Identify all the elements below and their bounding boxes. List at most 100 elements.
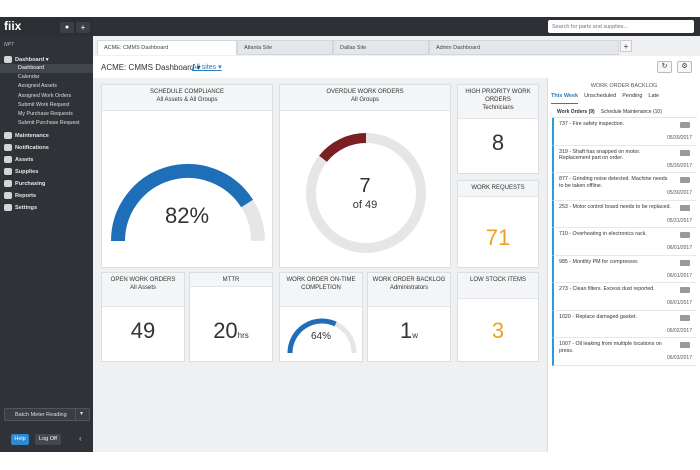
sidebar-item-purchasing[interactable]: Purchasing [0, 176, 93, 188]
card-value: 64% [310, 331, 331, 342]
ring-fill [319, 133, 367, 163]
dashboard-title[interactable]: ACME: CMMS Dashboard ▾ [101, 63, 201, 72]
tag-icon [680, 149, 690, 156]
add-tab-button[interactable]: + [620, 40, 632, 52]
sidebar-item-supplies[interactable]: Supplies [0, 164, 93, 176]
sites-selector[interactable]: All sites ▾ [192, 64, 222, 71]
card-value: 49 [130, 318, 156, 343]
sidebar-item-label: Settings [15, 204, 38, 211]
footer-area [93, 452, 700, 470]
log-off-button[interactable]: Log Off [35, 434, 61, 445]
tab-bar: ACME: CMMS Dashboard Atlanta Site Dallas… [93, 36, 700, 56]
sidebar-item-notifications[interactable]: Notifications [0, 140, 93, 152]
tab-admin-dashboard[interactable]: Admin Dashboard [429, 40, 619, 55]
low-stock-card[interactable]: LOW STOCK ITEMS 3 [457, 272, 539, 362]
work-order-list: 737 - Fire safety inspection. 05/30/2017 3… [548, 118, 700, 366]
sidebar-sub-assigned-work-orders[interactable]: Assigned Work Orders [18, 92, 72, 99]
card-value: 8 [491, 130, 505, 155]
reports-icon [4, 192, 12, 200]
plus-icon[interactable]: + [76, 22, 90, 33]
card-value: 82% [164, 203, 210, 228]
list-item[interactable]: 1020 - Replace damaged gasket. 06/02/2017 [552, 310, 696, 338]
tag-icon [680, 342, 690, 348]
sidebar-sub-submit-work-request[interactable]: Submit Work Request [18, 101, 70, 108]
search-input[interactable] [548, 20, 694, 33]
tab-unscheduled[interactable]: Unscheduled [584, 93, 617, 99]
sidebar-item-dashboard[interactable]: Dashboard ▾ [0, 52, 93, 64]
list-item[interactable]: 710 - Overheating in electronics rack. 06… [552, 228, 696, 256]
work-order-text: 1020 - Replace damaged gasket. [559, 313, 638, 320]
work-order-date: 06/01/2017 [666, 300, 692, 306]
list-item[interactable]: 985 - Monthly PM for compressor. 06/01/20… [552, 255, 696, 283]
work-order-text: 985 - Monthly PM for compressor. [559, 258, 639, 265]
dashboard-icon [4, 56, 12, 63]
work-order-text: 319 - Shaft has snapped on motor. Replac… [559, 148, 641, 162]
mttr-card[interactable]: MTTR 20hrs [189, 272, 273, 362]
sidebar: NPT Dashboard ▾ Dashboard Calendar Assig… [0, 36, 93, 452]
sidebar-sub-submit-purchase-request[interactable]: Submit Purchase Request [18, 120, 80, 127]
user-icon[interactable]: ● [60, 22, 74, 33]
dashboard-header: ACME: CMMS Dashboard ▾ All sites ▾ ↻ ⚙ [93, 56, 700, 78]
sidebar-item-reports[interactable]: Reports [0, 188, 93, 200]
work-order-text: 1007 - Oil leaking from multiple locatio… [559, 341, 662, 354]
tab-this-week[interactable]: This Week [551, 92, 579, 104]
card-unit: w [412, 331, 419, 340]
card-unit: hrs [237, 331, 249, 340]
card-title: OVERDUE WORK ORDERS [326, 89, 404, 95]
help-button[interactable]: Help [11, 434, 29, 445]
refresh-button[interactable]: ↻ [657, 61, 672, 73]
sidebar-sub-my-purchase-requests[interactable]: My Purchase Requests [18, 110, 73, 117]
schedule-gauge [111, 163, 265, 242]
work-order-text: 273 - Clean filters. Excess dust reporte… [559, 286, 655, 292]
main-area: ACME: CMMS Dashboard ▾ All sites ▾ ↻ ⚙ S… [93, 56, 700, 452]
tab-acme-dashboard[interactable]: ACME: CMMS Dashboard [97, 40, 237, 55]
card-subtitle: All Assets [129, 285, 156, 291]
card-value: 1w [399, 318, 419, 343]
work-order-text: 737 - Fire safety inspection. [559, 121, 625, 127]
card-total: of 49 [352, 199, 378, 211]
list-item[interactable]: 273 - Clean filters. Excess dust reporte… [552, 283, 696, 311]
tag-icon [680, 314, 690, 321]
sidebar-sub-dashboard[interactable]: Dashboard [0, 64, 93, 74]
work-order-date: 05/30/2017 [666, 162, 692, 169]
card-title: HIGH PRIORITY WORK ORDERS [465, 89, 531, 103]
schedule-compliance-card[interactable]: SCHEDULE COMPLIANCE All Assets & All Grou… [101, 84, 273, 268]
tab-atlanta-site[interactable]: Atlanta Site [237, 40, 333, 55]
overdue-work-orders-card[interactable]: OVERDUE WORK ORDERS All Groups 7 of 49 [279, 84, 451, 268]
work-order-text: 710 - Overheating in electronics rack. [559, 231, 647, 237]
sidebar-item-maintenance[interactable]: Maintenance [0, 128, 93, 140]
card-title: WORK REQUESTS [471, 185, 525, 191]
sidebar-item-label: Maintenance [15, 132, 49, 139]
settings-button[interactable]: ⚙ [677, 61, 692, 73]
open-work-orders-card[interactable]: OPEN WORK ORDERS All Assets 49 [101, 272, 185, 362]
assets-icon [4, 156, 12, 164]
tag-icon [680, 204, 690, 211]
work-requests-card[interactable]: WORK REQUESTS 71 [457, 180, 539, 268]
collapse-sidebar-icon[interactable]: ‹ [79, 434, 82, 443]
batch-meter-reading-button[interactable]: Batch Meter Reading [4, 408, 90, 421]
tab-pending[interactable]: Pending [622, 93, 643, 99]
card-subtitle: All Assets & All Groups [156, 97, 218, 103]
chevron-down-icon[interactable]: ▾ [75, 409, 87, 420]
sidebar-item-settings[interactable]: Settings [0, 200, 93, 212]
sidebar-sub-calendar[interactable]: Calendar [18, 74, 40, 81]
subtab-work-orders[interactable]: Work Orders (9) [557, 109, 595, 115]
subtab-schedule-maintenance[interactable]: Schedule Maintenance (10) [600, 109, 662, 115]
tab-late[interactable]: Late [648, 93, 660, 99]
list-item[interactable]: 877 - Grinding noise detected. Machine n… [552, 173, 696, 201]
list-item[interactable]: 1007 - Oil leaking from multiple locatio… [552, 338, 696, 366]
high-priority-card[interactable]: HIGH PRIORITY WORK ORDERS Technicians 8 [457, 84, 539, 174]
work-order-backlog-card[interactable]: WORK ORDER BACKLOG Administrators 1w [367, 272, 451, 362]
list-item[interactable]: 253 - Motor control board needs to be re… [552, 200, 696, 228]
card-value: 3 [491, 318, 505, 343]
sidebar-item-label: Dashboard ▾ [15, 56, 49, 63]
sidebar-sub-assigned-assets[interactable]: Assigned Assets [18, 83, 57, 90]
work-order-date: 05/30/2017 [666, 190, 692, 196]
sidebar-item-assets[interactable]: Assets [0, 152, 93, 164]
work-order-text: 253 - Motor control board needs to be re… [559, 203, 671, 210]
on-time-gauge [287, 318, 357, 354]
list-item[interactable]: 737 - Fire safety inspection. 05/30/2017 [552, 118, 696, 146]
on-time-completion-card[interactable]: WORK ORDER ON-TIME COMPLETION 64% [279, 272, 363, 362]
tab-dallas-site[interactable]: Dallas Site [333, 40, 429, 55]
list-item[interactable]: 319 - Shaft has snapped on motor. Replac… [552, 145, 696, 173]
